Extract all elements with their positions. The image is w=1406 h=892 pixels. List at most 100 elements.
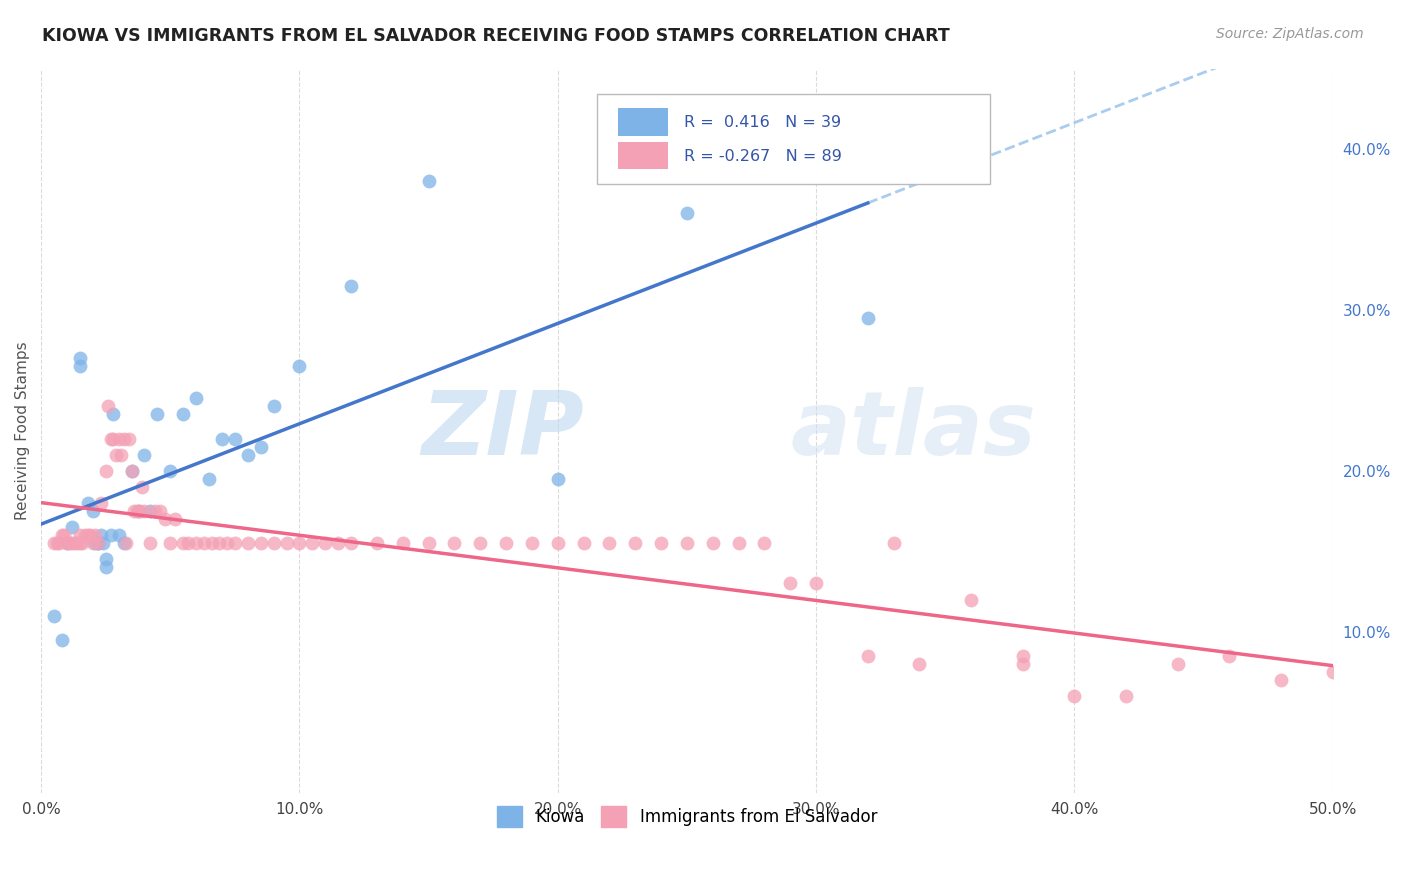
Text: KIOWA VS IMMIGRANTS FROM EL SALVADOR RECEIVING FOOD STAMPS CORRELATION CHART: KIOWA VS IMMIGRANTS FROM EL SALVADOR REC… — [42, 27, 950, 45]
Point — [314, 536, 336, 550]
Point — [184, 392, 207, 406]
Point — [122, 504, 145, 518]
Point — [69, 528, 91, 542]
Point — [87, 536, 110, 550]
Point — [103, 432, 125, 446]
Text: R = -0.267   N = 89: R = -0.267 N = 89 — [685, 149, 842, 163]
Bar — [619, 108, 668, 136]
Point — [224, 432, 246, 446]
Point — [301, 536, 323, 550]
Point — [60, 520, 83, 534]
Point — [224, 536, 246, 550]
Point — [201, 536, 224, 550]
Point — [69, 359, 91, 374]
Legend: Kiowa, Immigrants from El Salvador: Kiowa, Immigrants from El Salvador — [488, 798, 886, 835]
Point — [63, 536, 86, 550]
Point — [143, 504, 166, 518]
Point — [115, 536, 138, 550]
Point — [112, 536, 135, 550]
Point — [84, 536, 107, 550]
Point — [1011, 657, 1033, 671]
Point — [89, 496, 111, 510]
Point — [263, 400, 285, 414]
Point — [340, 536, 363, 550]
Y-axis label: Receiving Food Stamps: Receiving Food Stamps — [15, 342, 30, 520]
Point — [149, 504, 172, 518]
Point — [58, 536, 80, 550]
Point — [676, 536, 699, 550]
Point — [883, 536, 905, 550]
Point — [217, 536, 239, 550]
Point — [159, 536, 181, 550]
Point — [87, 536, 110, 550]
Point — [754, 536, 776, 550]
Point — [520, 536, 543, 550]
Point — [69, 351, 91, 366]
Point — [572, 536, 595, 550]
Point — [249, 440, 271, 454]
Point — [1167, 657, 1189, 671]
Point — [94, 464, 117, 478]
Point — [73, 528, 96, 542]
Point — [236, 448, 259, 462]
Point — [276, 536, 298, 550]
Point — [51, 528, 73, 542]
Point — [105, 448, 128, 462]
Point — [89, 528, 111, 542]
Point — [702, 536, 724, 550]
Point — [84, 528, 107, 542]
Point — [779, 576, 801, 591]
Point — [45, 536, 67, 550]
Point — [676, 206, 699, 220]
Text: Source: ZipAtlas.com: Source: ZipAtlas.com — [1216, 27, 1364, 41]
Point — [1270, 673, 1292, 687]
Point — [366, 536, 388, 550]
Point — [172, 408, 194, 422]
Point — [103, 408, 125, 422]
Point — [56, 536, 79, 550]
Point — [125, 504, 148, 518]
Point — [100, 432, 122, 446]
Point — [66, 536, 89, 550]
Point — [79, 528, 101, 542]
Point — [165, 512, 187, 526]
Point — [288, 359, 311, 374]
Point — [138, 536, 160, 550]
Point — [110, 448, 132, 462]
Point — [211, 432, 233, 446]
Point — [193, 536, 215, 550]
Point — [598, 536, 620, 550]
Point — [128, 504, 150, 518]
Point — [72, 536, 94, 550]
Point — [443, 536, 465, 550]
Point — [340, 278, 363, 293]
Point — [56, 536, 79, 550]
Point — [60, 536, 83, 550]
Point — [53, 528, 76, 542]
Point — [121, 464, 143, 478]
Point — [236, 536, 259, 550]
Point — [184, 536, 207, 550]
Text: R =  0.416   N = 39: R = 0.416 N = 39 — [685, 115, 841, 130]
Point — [1322, 665, 1344, 679]
Point — [856, 310, 879, 325]
Point — [249, 536, 271, 550]
Point — [94, 560, 117, 574]
Point — [87, 536, 110, 550]
Point — [624, 536, 647, 550]
Point — [1115, 689, 1137, 703]
FancyBboxPatch shape — [596, 94, 990, 185]
Text: atlas: atlas — [790, 387, 1036, 474]
Point — [650, 536, 672, 550]
Point — [495, 536, 517, 550]
Point — [118, 432, 141, 446]
Point — [146, 408, 169, 422]
Point — [198, 472, 221, 486]
Point — [97, 400, 120, 414]
Point — [128, 504, 150, 518]
Point — [100, 528, 122, 542]
Point — [470, 536, 492, 550]
Point — [82, 536, 104, 550]
Point — [134, 448, 156, 462]
Point — [112, 432, 135, 446]
